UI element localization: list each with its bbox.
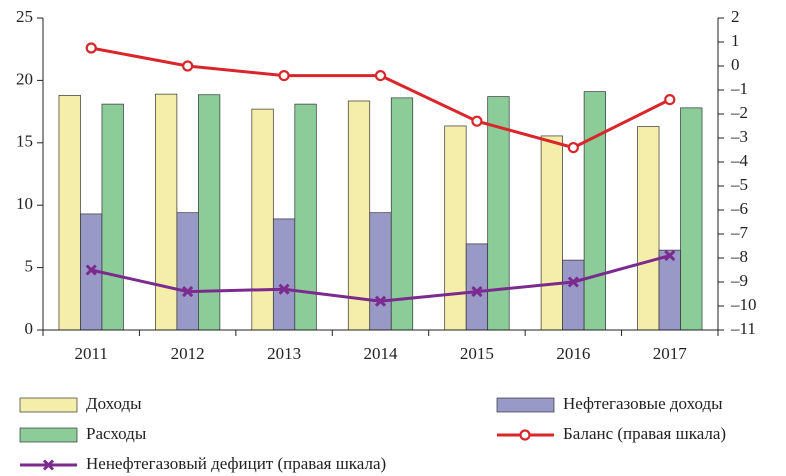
y2-tick-label: –10 [730,295,757,314]
line-marker [182,60,194,72]
x-tick-label: 2017 [653,344,688,363]
bar [562,259,585,331]
y-tick-label: 20 [16,69,33,88]
line-marker [182,286,194,298]
legend-swatch [19,427,78,443]
line-marker [471,115,483,127]
y-tick-label: 25 [16,7,33,26]
bar [155,93,178,331]
bar [637,126,660,331]
line-marker [374,295,387,307]
y-tick-label: 0 [25,319,34,338]
bar [465,243,489,331]
line-marker [664,250,676,262]
bar [680,107,703,331]
y2-tick-label: –11 [730,319,756,338]
legend-label: Баланс (правая шкала) [563,424,726,443]
bar [198,94,221,331]
legend-swatch [19,397,78,413]
x-tick-label: 2015 [460,344,494,363]
y2-tick-label: –6 [730,199,748,218]
line-marker [471,286,483,298]
x-tick-label: 2014 [364,344,399,363]
bar [58,95,81,331]
legend-label: Ненефтегазовый дефицит (правая шкала) [86,454,386,473]
y2-tick-label: –3 [730,127,748,146]
y2-tick-label: 0 [731,55,740,74]
line-marker [567,276,579,288]
series-line [90,46,671,150]
y-tick-label: 5 [25,257,34,276]
y2-tick-label: –5 [730,175,748,194]
bar [101,103,124,331]
bar [540,135,563,331]
x-tick-label: 2013 [267,344,301,363]
bar [369,212,392,331]
legend-label: Доходы [86,394,142,413]
y2-tick-label: –8 [730,247,748,266]
bar [272,218,296,331]
legend-marker [519,429,531,441]
bar [347,100,371,331]
y2-tick-label: –9 [730,271,748,290]
x-tick-label: 2012 [171,344,205,363]
line-marker [664,93,676,106]
line-marker [567,142,579,154]
y-tick-label: 15 [16,132,33,151]
line-marker [85,264,97,276]
bar [658,249,681,331]
legend-marker [42,459,55,471]
y2-tick-label: 1 [731,31,740,50]
line-marker [374,69,387,82]
bar [390,97,414,331]
line-marker [278,69,290,82]
y-tick-label: 10 [16,194,33,213]
y2-tick-label: –2 [730,103,748,122]
line-marker [278,283,290,295]
legend-label: Расходы [86,424,147,443]
y2-tick-label: –7 [730,223,749,242]
line-marker [85,42,97,54]
bar [487,96,510,331]
bar [583,91,606,331]
legend-swatch [496,397,555,413]
y2-tick-label: –4 [730,151,749,170]
x-tick-label: 2016 [556,344,590,363]
y2-tick-label: –1 [730,79,748,98]
bar [176,212,199,331]
bar [444,125,467,331]
bar [294,103,317,331]
y2-tick-label: 2 [731,7,740,26]
x-tick-label: 2011 [75,344,108,363]
legend-label: Нефтегазовые доходы [563,394,723,413]
bar [251,108,274,331]
